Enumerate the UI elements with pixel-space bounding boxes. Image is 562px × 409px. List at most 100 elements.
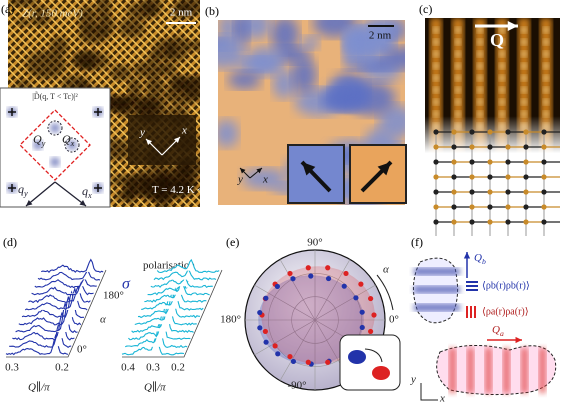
x-tick-label: 0.2 — [171, 362, 185, 374]
atom — [469, 174, 475, 180]
spectrum — [147, 281, 210, 296]
arrow-head — [146, 139, 153, 146]
polar-spoke — [254, 319, 316, 356]
blue-domain — [384, 46, 405, 70]
label: qx — [82, 184, 92, 201]
axis-label: y — [237, 174, 243, 186]
stripe-a — [467, 348, 474, 393]
blue-point — [274, 283, 280, 290]
stripe-b — [414, 304, 460, 311]
red-point — [325, 265, 331, 271]
fft-peak — [50, 157, 60, 167]
red-point — [371, 312, 377, 318]
temp-text: T = 4.2 K < T — [152, 184, 213, 196]
texture-patch — [175, 0, 200, 16]
alpha-tick: 180° — [103, 290, 124, 302]
atom — [505, 144, 511, 150]
atom — [433, 159, 439, 165]
d-axis — [122, 269, 223, 358]
red-point — [305, 265, 311, 271]
label-base: q — [18, 182, 24, 196]
alpha-arc — [376, 274, 394, 311]
arrow-head — [240, 168, 246, 174]
red-point — [287, 270, 293, 277]
axis-label: y — [139, 127, 145, 139]
texture-patch — [183, 75, 200, 100]
axes-inset — [128, 115, 196, 165]
atom — [505, 129, 511, 135]
spectrum — [41, 258, 104, 273]
fft-peak-ring — [64, 137, 80, 153]
stripe-b — [414, 286, 460, 293]
label-sub: a — [500, 329, 504, 338]
corr-b: ⟨ρb(r)ρb(r)⟩ — [482, 280, 530, 291]
red-point — [262, 328, 268, 335]
label: Qb — [474, 252, 486, 267]
polar-spoke — [314, 284, 376, 321]
alpha-label: α — [383, 264, 389, 276]
texture-patch — [14, 79, 32, 89]
polar-label: 180° — [220, 314, 241, 326]
stripe-a — [503, 348, 510, 393]
fft-peak — [50, 123, 60, 133]
polar-label: 0° — [389, 314, 399, 326]
texture-patch — [81, 61, 94, 70]
blue-domain — [227, 70, 262, 89]
texture-patch — [96, 15, 115, 36]
atom — [451, 159, 457, 165]
texture-patch — [96, 0, 112, 20]
arrow-head — [463, 252, 471, 259]
blue-domain — [270, 20, 300, 54]
texture-patch — [78, 5, 97, 33]
atom — [541, 219, 547, 225]
label: qy — [18, 182, 28, 199]
texture-patch — [184, 40, 200, 51]
spectrum — [156, 258, 220, 274]
blue-domain — [342, 29, 363, 68]
atom — [541, 129, 547, 135]
bragg-mark — [94, 184, 102, 192]
atom — [523, 129, 529, 135]
texture-patch — [132, 61, 166, 78]
label-sub: y — [41, 139, 46, 148]
panel-label: (b) — [205, 4, 219, 18]
panel-label: (e) — [226, 235, 239, 249]
stripe-a — [485, 348, 492, 393]
arrow-head — [377, 162, 391, 176]
blue-point — [325, 275, 332, 282]
x-axis-label: Q∥/π — [144, 381, 166, 394]
axis-label: x — [439, 393, 445, 404]
bragg-mark — [94, 108, 102, 116]
atom — [451, 204, 457, 210]
atom — [523, 174, 529, 180]
blue-domain — [241, 168, 288, 190]
blue-point — [290, 276, 296, 282]
x-tick-label: 0.2 — [55, 362, 69, 374]
blue-point — [353, 295, 359, 301]
blue-domain — [272, 68, 296, 99]
texture-patch — [50, 36, 69, 56]
texture-patch — [166, 35, 189, 62]
inset-arrow — [364, 348, 383, 363]
polar-label: 90° — [307, 237, 322, 249]
atom — [487, 219, 493, 225]
scale-text: 2 nm — [170, 7, 193, 19]
legend-b — [466, 289, 478, 291]
blue-point — [263, 295, 269, 301]
fft-title: |D̃(q, T < Tc)|² — [32, 91, 78, 101]
fft-peak-ring — [47, 120, 63, 136]
blue-point — [359, 324, 365, 331]
atom — [433, 204, 439, 210]
atom — [451, 219, 457, 225]
atom — [505, 219, 511, 225]
atom — [523, 144, 529, 150]
texture-patch — [168, 74, 187, 91]
polar-spoke — [279, 319, 316, 381]
atom — [505, 159, 511, 165]
red-point — [368, 295, 374, 302]
spectrum — [141, 287, 204, 311]
red-point — [272, 343, 278, 349]
texture-patch — [30, 5, 51, 27]
red-point — [343, 270, 349, 277]
